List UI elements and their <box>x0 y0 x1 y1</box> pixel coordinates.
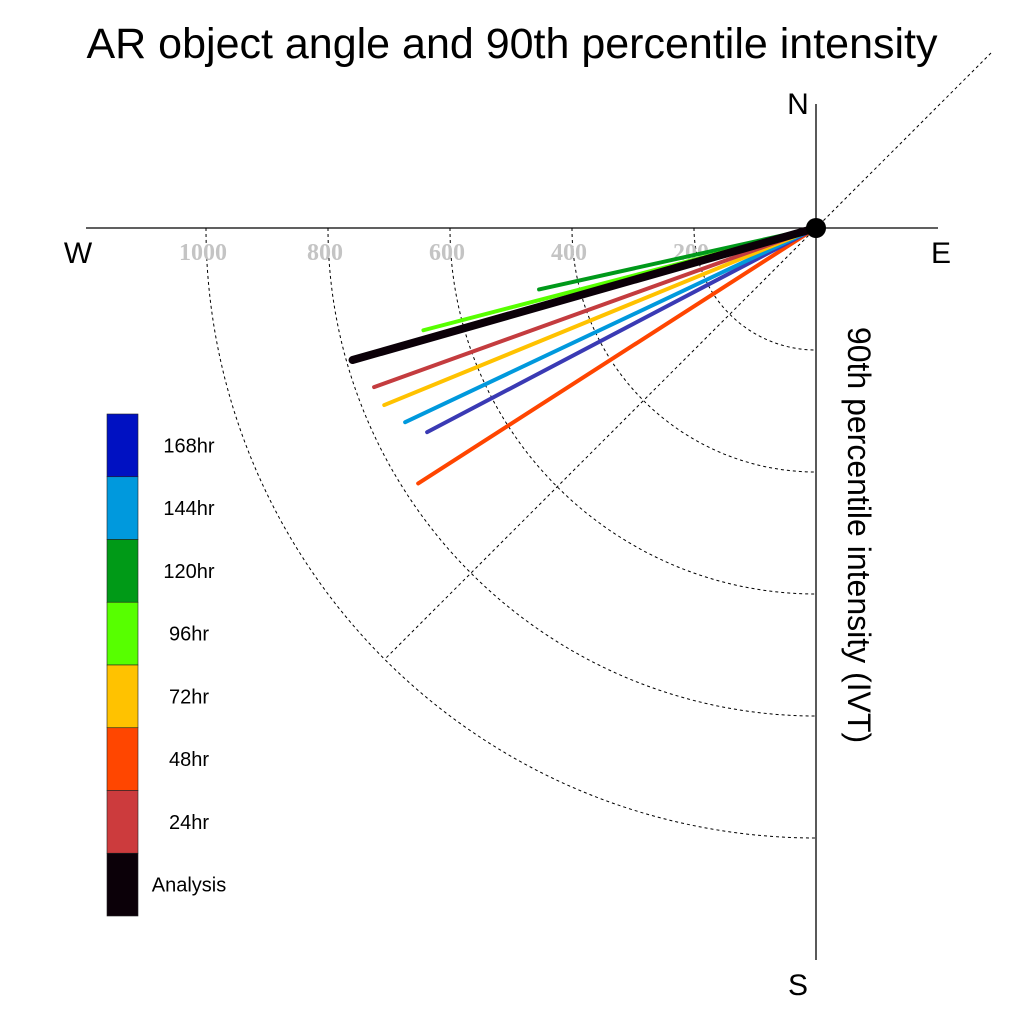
ring-400 <box>571 227 817 473</box>
legend-swatch-24hr <box>106 790 139 854</box>
radial-tick-labels: 1000 800 600 400 200 <box>179 240 709 266</box>
legend-swatch-72hr <box>106 664 139 729</box>
series-line-analysis <box>348 224 820 365</box>
chart-title: AR object angle and 90th percentile inte… <box>87 20 938 68</box>
series-line-144hr <box>403 226 818 425</box>
legend-label-48hr: 48hr <box>169 749 209 771</box>
series-line-168hr <box>425 226 818 435</box>
tick-label-400: 400 <box>551 240 587 266</box>
west-label: W <box>64 237 93 270</box>
diagonal-reference-line <box>384 52 992 660</box>
legend-label-72hr: 72hr <box>169 686 209 708</box>
ring-1000 <box>205 227 817 839</box>
radial-axis-label: 90th percentile intensity (IVT) <box>841 327 877 743</box>
north-label: N <box>787 88 809 121</box>
legend-swatch-120hr <box>106 539 139 603</box>
series-line-72hr <box>382 226 818 408</box>
east-label: E <box>931 237 951 270</box>
tick-label-1000: 1000 <box>179 240 227 266</box>
legend-swatch-96hr <box>106 601 139 666</box>
series-line-48hr <box>416 226 818 486</box>
legend-swatch-144hr <box>106 476 139 540</box>
tick-label-600: 600 <box>429 240 465 266</box>
legend-swatch-48hr <box>106 727 139 791</box>
legend-label-analysis: Analysis <box>152 875 226 897</box>
legend-label-144hr: 144hr <box>163 498 214 520</box>
compass-axes <box>86 52 992 960</box>
south-label: S <box>788 969 808 1002</box>
legend-swatch-168hr <box>106 413 139 478</box>
ring-600 <box>449 227 817 595</box>
ring-800 <box>327 227 817 717</box>
series-line-24hr <box>372 226 818 390</box>
legend-label-96hr: 96hr <box>169 624 209 646</box>
legend-label-168hr: 168hr <box>163 435 214 457</box>
legend-label-24hr: 24hr <box>169 812 209 834</box>
series-lines <box>348 224 820 486</box>
tick-label-800: 800 <box>307 240 343 266</box>
legend: 168hr 144hr 120hr 96hr 72hr 48hr 24hr Analysis <box>106 413 226 917</box>
legend-swatch-analysis <box>106 852 139 917</box>
legend-label-120hr: 120hr <box>163 561 214 583</box>
origin-dot <box>806 218 826 238</box>
